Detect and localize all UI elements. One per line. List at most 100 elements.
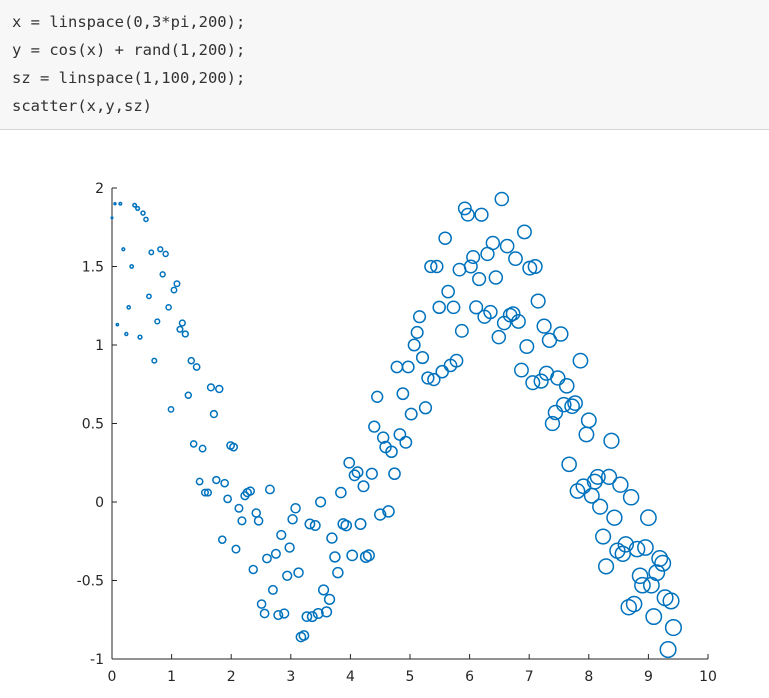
marker	[435, 364, 449, 379]
marker	[376, 431, 390, 444]
marker	[176, 325, 184, 333]
marker	[533, 373, 549, 389]
marker	[229, 442, 239, 452]
marker	[317, 584, 330, 596]
marker	[575, 478, 592, 495]
marker	[215, 384, 224, 394]
marker	[516, 224, 532, 240]
marker	[135, 205, 141, 211]
marker	[354, 517, 367, 530]
marker	[124, 331, 129, 337]
marker	[418, 401, 433, 415]
marker	[223, 494, 232, 504]
marker	[270, 548, 281, 559]
marker	[262, 553, 272, 564]
marker	[606, 509, 623, 526]
marker	[472, 271, 487, 287]
marker	[189, 440, 198, 448]
marker	[306, 611, 318, 623]
marker	[567, 395, 583, 411]
marker	[323, 593, 336, 605]
marker	[165, 303, 172, 311]
marker	[553, 326, 569, 342]
marker	[206, 383, 216, 392]
marker	[432, 300, 446, 315]
x-tick-label: 4	[346, 669, 355, 685]
marker	[460, 207, 475, 222]
marker	[312, 607, 324, 619]
marker	[220, 478, 229, 488]
code-line: y = cos(x) + rand(1,200);	[12, 41, 246, 59]
y-tick-label: 2	[95, 181, 104, 197]
marker	[612, 476, 629, 493]
marker	[340, 519, 353, 532]
marker	[140, 210, 146, 216]
code-block: x = linspace(0,3*pi,200); y = cos(x) + ra…	[0, 0, 769, 130]
marker	[195, 477, 204, 486]
marker	[184, 391, 193, 399]
marker	[463, 259, 478, 274]
x-tick-label: 7	[525, 669, 534, 685]
marker	[555, 396, 572, 413]
marker	[279, 608, 290, 619]
marker	[388, 467, 401, 481]
marker	[620, 598, 637, 616]
marker	[483, 304, 498, 320]
y-tick-label: 0.5	[82, 417, 104, 433]
marker	[530, 293, 546, 309]
marker	[362, 549, 375, 562]
marker	[508, 251, 523, 267]
marker	[578, 426, 595, 443]
marker	[424, 259, 438, 274]
marker	[614, 545, 631, 563]
marker	[404, 407, 418, 421]
marker	[421, 371, 435, 385]
marker	[659, 641, 677, 659]
marker	[454, 323, 469, 338]
marker	[485, 235, 501, 251]
marker	[251, 508, 261, 518]
marker	[143, 216, 149, 223]
marker	[203, 488, 213, 497]
marker	[514, 362, 529, 378]
marker	[617, 536, 634, 553]
marker	[121, 247, 126, 252]
marker	[469, 300, 484, 315]
marker	[159, 271, 166, 278]
marker	[346, 549, 359, 562]
marker	[282, 570, 293, 581]
marker	[264, 484, 275, 495]
marker	[382, 505, 395, 518]
marker	[237, 516, 247, 526]
marker	[212, 475, 221, 485]
marker	[234, 503, 244, 513]
marker	[438, 231, 452, 246]
marker	[273, 609, 284, 621]
marker	[348, 469, 361, 482]
marker	[564, 398, 580, 415]
marker	[217, 535, 227, 544]
marker	[547, 404, 564, 421]
marker	[628, 540, 646, 558]
marker	[298, 630, 310, 641]
marker	[430, 259, 444, 274]
marker	[170, 286, 178, 294]
marker	[293, 567, 304, 578]
marker	[192, 363, 201, 371]
marker	[427, 372, 441, 387]
marker	[625, 595, 643, 613]
marker	[603, 432, 620, 449]
y-tick-label: 1	[95, 338, 104, 354]
marker	[231, 544, 241, 554]
marker	[488, 270, 504, 285]
marker	[326, 532, 338, 544]
marker	[441, 284, 455, 299]
marker	[162, 250, 169, 258]
marker	[446, 300, 461, 315]
y-tick-label: 0	[95, 495, 104, 511]
marker	[287, 514, 298, 525]
marker	[115, 322, 120, 327]
marker	[146, 293, 152, 300]
marker	[284, 542, 295, 553]
